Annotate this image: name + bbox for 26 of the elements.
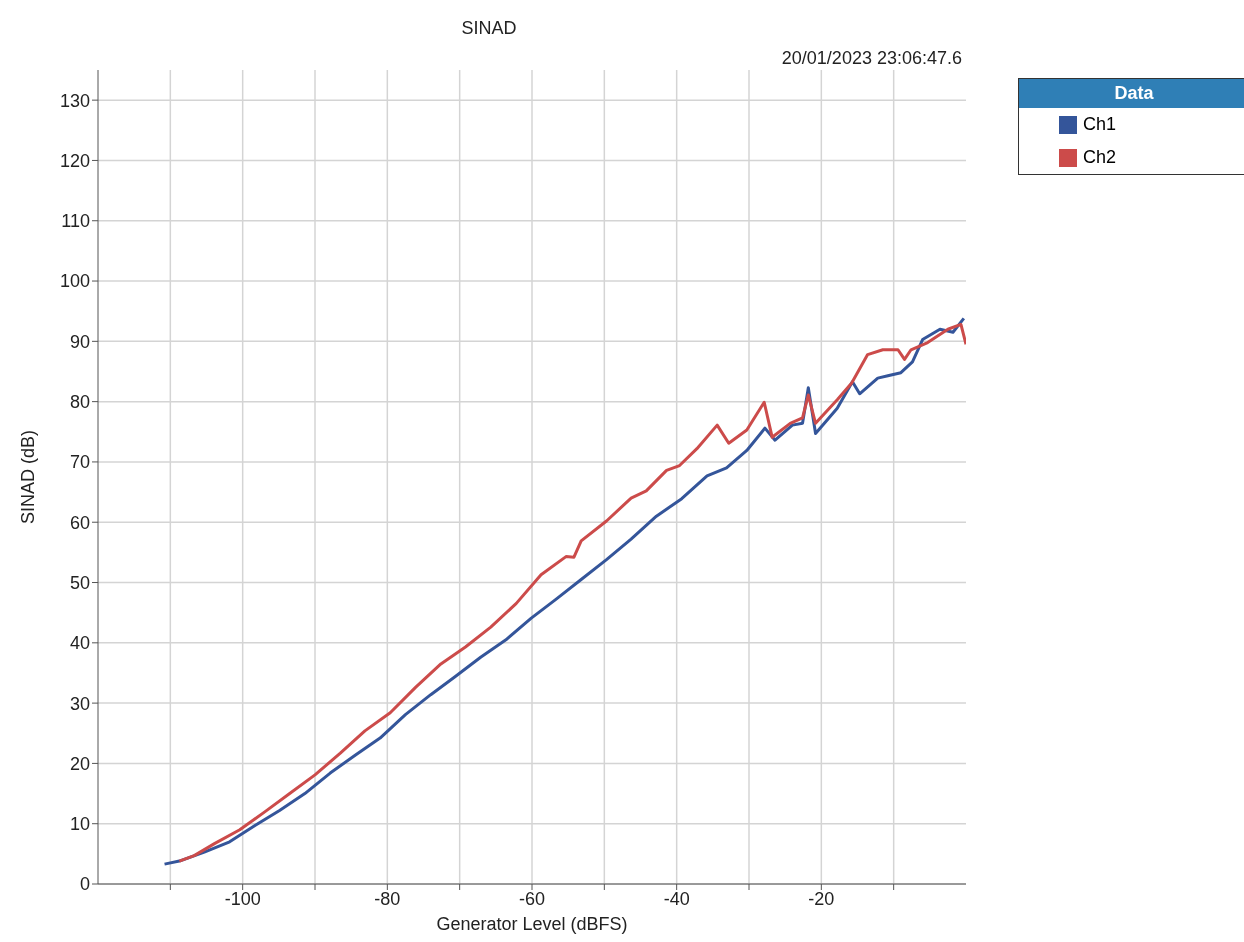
x-tick-label: -40	[663, 888, 690, 909]
x-tick-label: -20	[808, 888, 835, 909]
y-tick-label: 130	[59, 90, 90, 111]
y-tick-label: 80	[69, 392, 90, 413]
legend-title: Data	[1019, 79, 1244, 108]
y-tick-label: 120	[59, 150, 90, 171]
y-tick-label: 60	[69, 512, 90, 533]
y-tick-label: 110	[61, 211, 90, 232]
y-tick-label: 90	[69, 331, 90, 352]
y-tick-label: 0	[79, 874, 90, 895]
x-axis-title: Generator Level (dBFS)	[436, 914, 628, 934]
y-tick-label: 50	[69, 572, 90, 593]
x-tick-label: -80	[374, 888, 401, 909]
legend-label: Ch1	[1083, 114, 1117, 135]
y-tick-label: 100	[59, 271, 90, 292]
y-tick-label: 10	[69, 814, 90, 835]
y-tick-label: 20	[69, 753, 90, 774]
chart-subtitle: 20/01/2023 23:06:47.6	[781, 48, 962, 69]
legend-label: Ch2	[1083, 147, 1117, 168]
y-tick-label: 70	[69, 452, 90, 473]
chart-title: SINAD	[460, 18, 518, 39]
y-axis-title: SINAD (dB)	[18, 429, 39, 525]
y-tick-label: 40	[69, 633, 90, 654]
y-tick-label: 30	[69, 693, 90, 714]
x-tick-label: -100	[224, 888, 261, 909]
x-tick-label: -60	[518, 888, 546, 909]
